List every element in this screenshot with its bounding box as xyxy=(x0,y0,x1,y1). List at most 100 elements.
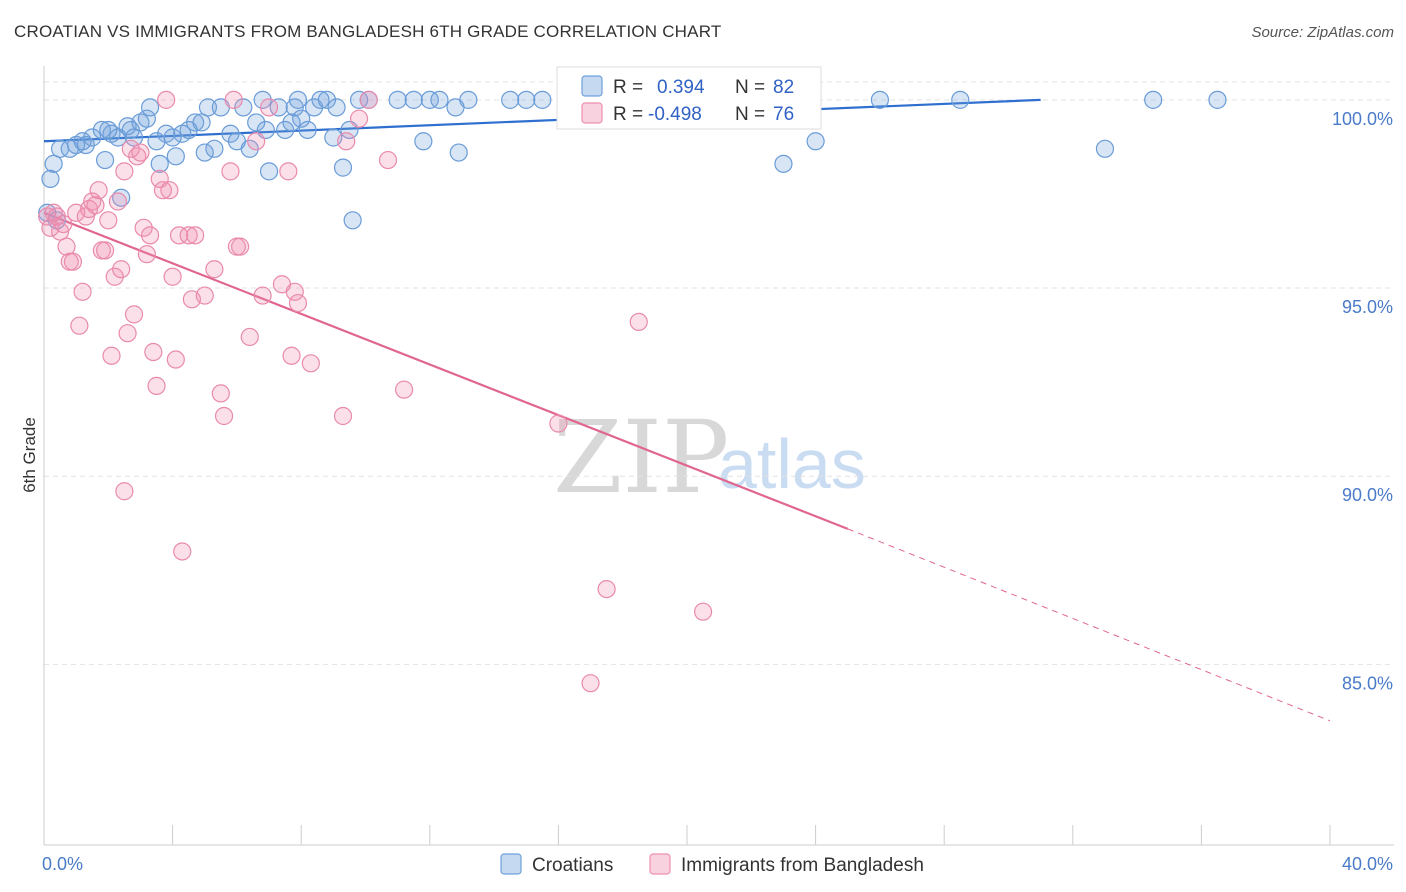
point-croatians-37 xyxy=(253,90,272,109)
axes: 85.0% 90.0% 95.0% 100.0% xyxy=(43,66,1394,846)
point-bangladesh-46 xyxy=(195,286,214,305)
point-croatians-71 xyxy=(774,154,793,173)
point-croatians-35 xyxy=(240,139,259,158)
point-croatians-40 xyxy=(269,98,288,117)
point-bangladesh-37 xyxy=(157,90,176,109)
x-tick-label-max: 40.0% xyxy=(1342,854,1393,874)
point-croatians-20 xyxy=(150,154,169,173)
point-bangladesh-5 xyxy=(54,214,73,234)
point-bangladesh-66 xyxy=(349,109,369,128)
point-bangladesh-69 xyxy=(394,380,414,399)
point-bangladesh-71 xyxy=(581,674,600,693)
point-croatians-65 xyxy=(517,90,536,109)
point-croatians-7 xyxy=(83,128,102,147)
point-croatians-36 xyxy=(247,113,266,132)
point-croatians-22 xyxy=(163,128,182,147)
trend-line-dashed-1 xyxy=(847,528,1331,722)
legend-swatch-croatians xyxy=(581,75,603,97)
point-bangladesh-70 xyxy=(549,414,568,433)
point-bangladesh-19 xyxy=(99,211,118,230)
point-croatians-15 xyxy=(124,128,144,147)
point-bangladesh-51 xyxy=(224,90,243,109)
point-bangladesh-73 xyxy=(629,312,648,332)
point-bangladesh-41 xyxy=(169,226,189,245)
point-bangladesh-23 xyxy=(112,260,131,279)
point-croatians-59 xyxy=(420,90,439,109)
point-croatians-63 xyxy=(459,90,478,109)
point-croatians-42 xyxy=(282,113,301,132)
point-bangladesh-31 xyxy=(137,245,156,264)
point-croatians-57 xyxy=(404,90,423,109)
point-bangladesh-10 xyxy=(70,316,89,335)
point-croatians-77 xyxy=(1208,90,1227,109)
point-croatians-27 xyxy=(192,113,211,132)
point-bangladesh-39 xyxy=(163,267,182,286)
y-tick-label-90: 90.0% xyxy=(1342,485,1393,505)
point-croatians-18 xyxy=(140,98,160,117)
point-croatians-48 xyxy=(317,90,337,109)
point-bangladesh-68 xyxy=(378,150,398,170)
trend-line-1 xyxy=(43,211,849,530)
point-bangladesh-67 xyxy=(359,90,378,109)
legend-n-label-croatians: N = xyxy=(735,77,765,98)
series-legend-label-bangladesh: Immigrants from Bangladesh xyxy=(681,855,924,876)
legend-r-value-bangladesh: -0.498 xyxy=(648,104,702,125)
point-bangladesh-72 xyxy=(597,579,616,599)
point-bangladesh-16 xyxy=(89,181,108,200)
legend-r-label-bangladesh: R = xyxy=(613,104,643,125)
watermark-zip: ZIP xyxy=(553,399,729,516)
point-bangladesh-21 xyxy=(105,267,124,286)
point-croatians-8 xyxy=(92,120,111,140)
point-croatians-51 xyxy=(333,158,353,177)
point-croatians-17 xyxy=(137,109,156,128)
point-croatians-47 xyxy=(311,90,330,109)
point-bangladesh-54 xyxy=(240,327,259,347)
chart-title: CROATIAN VS IMMIGRANTS FROM BANGLADESH 6… xyxy=(14,22,722,41)
point-croatians-34 xyxy=(234,98,253,117)
point-bangladesh-56 xyxy=(253,286,272,305)
legend-r-value-croatians: 0.394 xyxy=(657,77,705,98)
point-bangladesh-34 xyxy=(147,376,166,395)
point-bangladesh-29 xyxy=(131,143,150,162)
point-bangladesh-43 xyxy=(179,226,198,245)
point-bangladesh-15 xyxy=(86,196,105,215)
point-croatians-74 xyxy=(951,90,970,109)
series-legend: Croatians Immigrants from Bangladesh xyxy=(500,853,924,876)
point-bangladesh-48 xyxy=(211,384,230,403)
point-croatians-30 xyxy=(205,139,224,158)
point-croatians-62 xyxy=(449,143,468,162)
legend-swatch-bangladesh xyxy=(581,102,603,124)
point-bangladesh-26 xyxy=(121,139,140,158)
y-axis-label: 6th Grade xyxy=(20,417,39,493)
point-bangladesh-59 xyxy=(279,162,298,181)
point-bangladesh-36 xyxy=(153,181,173,200)
point-bangladesh-45 xyxy=(186,226,205,245)
x-tick-label-min: 0.0% xyxy=(42,854,83,874)
watermark-atlas: atlas xyxy=(718,425,866,503)
point-croatians-32 xyxy=(221,124,240,143)
point-bangladesh-22 xyxy=(108,192,128,211)
point-croatians-75 xyxy=(1095,139,1115,158)
point-bangladesh-74 xyxy=(693,602,713,621)
point-bangladesh-38 xyxy=(160,181,179,200)
point-croatians-81 xyxy=(292,109,311,128)
point-croatians-41 xyxy=(276,120,295,140)
stats-legend: R = 0.394 N = 82 R = -0.498 N = 76 xyxy=(556,66,822,130)
point-bangladesh-57 xyxy=(259,98,279,117)
point-croatians-50 xyxy=(327,98,346,117)
point-croatians-28 xyxy=(195,143,214,162)
gridlines xyxy=(44,81,1394,665)
point-croatians-80 xyxy=(99,120,118,140)
point-bangladesh-63 xyxy=(301,354,320,373)
point-croatians-54 xyxy=(349,90,369,109)
point-croatians-23 xyxy=(166,147,185,166)
point-bangladesh-75 xyxy=(115,482,134,501)
point-bangladesh-60 xyxy=(282,346,301,365)
point-bangladesh-25 xyxy=(118,324,137,343)
point-bangladesh-24 xyxy=(115,162,134,181)
point-croatians-60 xyxy=(430,90,449,109)
legend-n-value-croatians: 82 xyxy=(773,77,794,98)
point-bangladesh-65 xyxy=(337,132,356,151)
point-croatians-76 xyxy=(1144,90,1163,109)
